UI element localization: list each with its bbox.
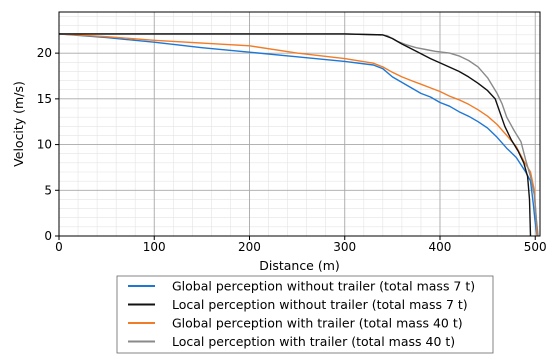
legend-label: Global perception without trailer (total… xyxy=(172,279,475,294)
series-line-1 xyxy=(58,33,538,237)
y-axis-label: Velocity (m/s) xyxy=(11,81,26,167)
axis-ticks: 0 100 200 300 400 500 0 5 10 15 20 xyxy=(37,46,547,254)
x-tick-label: 0 xyxy=(55,240,63,254)
series-line-3 xyxy=(58,33,538,237)
legend-box xyxy=(116,275,494,354)
x-tick-label: 200 xyxy=(238,240,261,254)
legend-label: Local perception without trailer (total … xyxy=(172,297,468,312)
plot-frame xyxy=(58,11,541,237)
legend-label: Global perception with trailer (total ma… xyxy=(172,316,463,331)
series-line-2 xyxy=(59,33,532,237)
grid xyxy=(58,12,540,237)
y-tick-label: 15 xyxy=(37,92,52,106)
y-tick-label: 20 xyxy=(37,46,52,60)
x-tick-label: 400 xyxy=(429,240,452,254)
x-axis-label: Distance (m) xyxy=(259,258,340,273)
x-tick-label: 300 xyxy=(333,240,356,254)
y-tick-label: 5 xyxy=(44,183,52,197)
legend-label: Local perception with trailer (total mas… xyxy=(172,334,455,349)
series-line-4 xyxy=(59,33,539,237)
series-lines xyxy=(58,33,539,237)
x-tick-label: 500 xyxy=(524,240,547,254)
y-tick-label: 10 xyxy=(37,138,52,152)
legend: Global perception without trailer (total… xyxy=(116,275,494,354)
y-tick-label: 0 xyxy=(44,229,52,243)
x-tick-label: 100 xyxy=(143,240,166,254)
